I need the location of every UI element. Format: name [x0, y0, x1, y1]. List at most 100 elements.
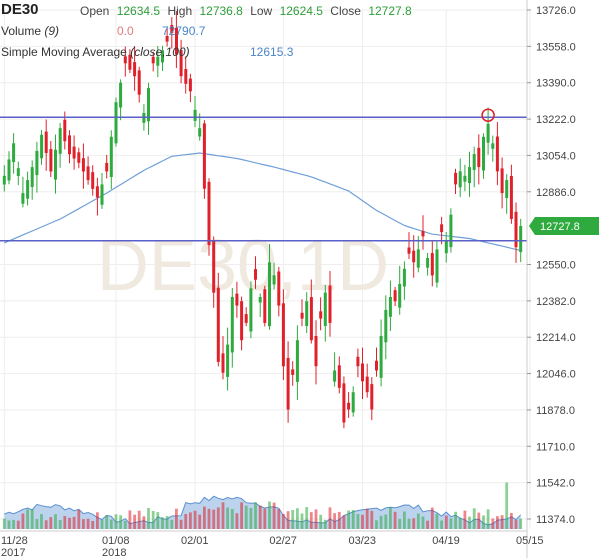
volume-bar — [412, 518, 416, 529]
candle — [240, 296, 244, 351]
volume-label: Volume — [1, 24, 42, 38]
candle — [221, 336, 225, 380]
candle — [351, 386, 355, 417]
candle — [30, 160, 34, 200]
candle-body — [351, 392, 355, 413]
volume-bar — [147, 508, 150, 529]
candle-body — [482, 136, 485, 171]
volume-bar — [323, 519, 327, 529]
volume-bar — [119, 515, 122, 529]
volume-bar — [477, 512, 481, 529]
candle-body — [314, 336, 318, 367]
candle-body — [440, 224, 444, 233]
volume-bar — [161, 517, 164, 529]
candle — [244, 307, 248, 327]
candle — [86, 156, 90, 185]
candle-body — [342, 383, 346, 423]
candle — [482, 133, 485, 179]
y-axis: 13726.0 13558.0 13390.0 13222.0 13054.0 12886… — [526, 0, 576, 558]
candle — [472, 146, 476, 188]
volume-bar — [393, 511, 397, 529]
close-value: 12727.8 — [368, 4, 412, 18]
candle-body — [58, 128, 62, 154]
candle — [393, 286, 397, 306]
candle-body — [49, 149, 53, 172]
candle-body — [198, 128, 202, 137]
volume-bar — [305, 507, 309, 529]
candle-body — [258, 297, 262, 303]
volume-bar — [342, 515, 346, 529]
candle-body — [230, 297, 234, 353]
candle — [226, 327, 230, 391]
candle-body — [509, 176, 513, 219]
candle-body — [179, 50, 183, 77]
volume-bar — [440, 520, 443, 529]
y-tick-label: 12214.0 — [536, 332, 576, 344]
volume-bar — [123, 520, 127, 529]
candle — [40, 130, 44, 165]
candle-body — [91, 172, 95, 189]
volume-bar — [454, 511, 457, 529]
candle-body — [458, 171, 462, 188]
candle-body — [416, 249, 420, 268]
candle-body — [514, 211, 518, 248]
candle-body — [486, 123, 490, 143]
volume-bar — [351, 510, 355, 529]
volume-bar — [240, 502, 243, 529]
x-tick-label: 05/15 — [516, 535, 544, 547]
volume-bar — [403, 511, 406, 529]
candle — [12, 133, 16, 174]
volume-legend-label: Volume (9) — [1, 24, 59, 38]
y-tick-label: 13390.0 — [536, 78, 576, 90]
candle-body — [300, 312, 304, 319]
candle-body — [30, 167, 34, 187]
volume-area — [2, 482, 523, 529]
candle — [319, 297, 323, 331]
candle — [333, 352, 337, 387]
candle-body — [77, 152, 81, 163]
current-price-tag: 12727.8 — [529, 217, 599, 235]
volume-bar — [505, 482, 509, 529]
candle-body — [356, 356, 360, 367]
candle — [254, 256, 257, 289]
volume-bar — [72, 516, 76, 529]
candle-body — [519, 226, 523, 253]
candle — [454, 168, 458, 194]
candle-body — [430, 253, 434, 276]
volume-bar — [109, 519, 113, 529]
x-tick-label: 11/28 — [1, 535, 28, 547]
volume-line — [4, 495, 522, 526]
volume-bar — [319, 514, 323, 529]
candle — [77, 147, 81, 169]
volume-bar — [482, 515, 485, 529]
candle-body — [2, 175, 6, 185]
candle — [156, 46, 160, 78]
candle — [384, 295, 388, 360]
candle — [314, 320, 318, 385]
candle — [105, 155, 109, 179]
volume-bar — [398, 518, 402, 529]
volume-bar — [314, 509, 318, 529]
volume-bar — [258, 505, 262, 529]
candle — [128, 49, 132, 73]
x-tick-label: 02/01 — [181, 535, 209, 547]
volume-bar — [500, 515, 504, 529]
volume-bar — [282, 514, 285, 529]
y-tick-label: 11878.0 — [536, 405, 575, 417]
volume-bar — [35, 519, 39, 529]
volume-bar — [40, 514, 43, 529]
candle-body — [263, 289, 267, 323]
volume-bar — [156, 512, 160, 529]
volume-value-1: 0.0 — [117, 24, 134, 38]
candle-body — [444, 240, 448, 254]
volume-bar — [300, 513, 304, 529]
volume-bar — [444, 515, 448, 529]
volume-bar — [365, 508, 369, 529]
candle — [44, 119, 48, 171]
volume-bar — [268, 501, 271, 529]
candle-body — [147, 88, 150, 122]
candle — [444, 232, 448, 263]
candle — [179, 39, 183, 84]
candle — [375, 347, 378, 377]
